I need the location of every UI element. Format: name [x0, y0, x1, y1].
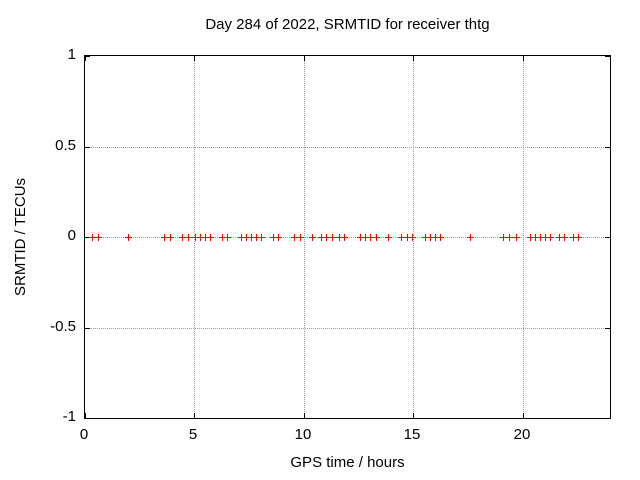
- data-point-marker: [336, 234, 343, 241]
- x-tick-mark: [413, 413, 414, 418]
- data-point-marker: [385, 234, 392, 241]
- y-tick-mark: [85, 147, 90, 148]
- plot-area: [84, 55, 611, 419]
- y-gridline: [85, 328, 610, 329]
- data-point-marker: [404, 234, 411, 241]
- data-point-marker: [258, 234, 265, 241]
- data-point-marker: [367, 234, 374, 241]
- data-point-marker: [125, 234, 132, 241]
- data-point-marker: [197, 234, 204, 241]
- x-tick-mark: [194, 413, 195, 418]
- data-point-marker: [432, 234, 439, 241]
- y-tick-mark: [605, 328, 610, 329]
- y-tick-mark: [605, 237, 610, 238]
- y-tick-mark: [605, 147, 610, 148]
- x-tick-label: 20: [513, 426, 531, 443]
- y-tick-mark: [85, 56, 90, 57]
- data-point-marker: [513, 234, 520, 241]
- x-tick-mark: [85, 56, 86, 61]
- data-point-marker: [179, 234, 186, 241]
- data-point-marker: [291, 234, 298, 241]
- data-point-marker: [575, 234, 582, 241]
- x-tick-label: 0: [79, 426, 89, 443]
- data-point-marker: [167, 234, 174, 241]
- data-point-marker: [243, 234, 250, 241]
- data-point-marker: [373, 234, 380, 241]
- x-tick-mark: [304, 56, 305, 61]
- data-point-marker: [357, 234, 364, 241]
- data-point-marker: [219, 234, 226, 241]
- data-point-marker: [542, 234, 549, 241]
- y-tick-mark: [85, 328, 90, 329]
- data-point-marker: [329, 234, 336, 241]
- data-point-marker: [537, 234, 544, 241]
- data-point-marker: [309, 234, 316, 241]
- data-point-marker: [409, 234, 416, 241]
- data-point-marker: [506, 234, 513, 241]
- y-gridline: [85, 147, 610, 148]
- data-point-marker: [398, 234, 405, 241]
- data-point-marker: [270, 234, 277, 241]
- data-point-marker: [248, 234, 255, 241]
- data-point-marker: [561, 234, 568, 241]
- data-point-marker: [341, 234, 348, 241]
- data-point-marker: [547, 234, 554, 241]
- y-tick-mark: [85, 237, 90, 238]
- data-point-marker: [362, 234, 369, 241]
- x-tick-label: 10: [294, 426, 312, 443]
- data-point-marker: [570, 234, 577, 241]
- chart-title: Day 284 of 2022, SRMTID for receiver tht…: [205, 16, 490, 33]
- data-point-marker: [323, 234, 330, 241]
- data-point-marker: [422, 234, 429, 241]
- data-point-marker: [500, 234, 507, 241]
- data-point-marker: [207, 234, 214, 241]
- data-point-marker: [318, 234, 325, 241]
- y-tick-mark: [605, 56, 610, 57]
- x-tick-label: 15: [403, 426, 421, 443]
- data-point-marker: [238, 234, 245, 241]
- x-tick-mark: [413, 56, 414, 61]
- x-tick-mark: [523, 413, 524, 418]
- x-tick-mark: [85, 413, 86, 418]
- y-tick-label: 0.5: [55, 137, 76, 154]
- data-point-marker: [467, 234, 474, 241]
- data-point-marker: [556, 234, 563, 241]
- data-point-marker: [185, 234, 192, 241]
- data-point-marker: [275, 234, 282, 241]
- y-tick-mark: [605, 418, 610, 419]
- x-tick-label: 5: [188, 426, 198, 443]
- y-tick-label: -1: [62, 408, 76, 425]
- y-tick-label: -0.5: [50, 318, 76, 335]
- data-point-marker: [532, 234, 539, 241]
- data-point-marker: [253, 234, 260, 241]
- data-point-marker: [161, 234, 168, 241]
- data-point-marker: [437, 234, 444, 241]
- y-tick-label: 1: [67, 46, 76, 63]
- data-point-marker: [297, 234, 304, 241]
- x-tick-mark: [304, 413, 305, 418]
- data-point-marker: [427, 234, 434, 241]
- x-tick-mark: [194, 56, 195, 61]
- y-tick-label: 0: [67, 227, 76, 244]
- data-point-marker: [527, 234, 534, 241]
- data-point-marker: [202, 234, 209, 241]
- data-point-marker: [192, 234, 199, 241]
- y-tick-mark: [85, 418, 90, 419]
- x-axis-label: GPS time / hours: [290, 454, 405, 471]
- data-point-marker: [89, 234, 96, 241]
- data-point-marker: [95, 234, 102, 241]
- x-tick-mark: [523, 56, 524, 61]
- data-point-marker: [224, 234, 231, 241]
